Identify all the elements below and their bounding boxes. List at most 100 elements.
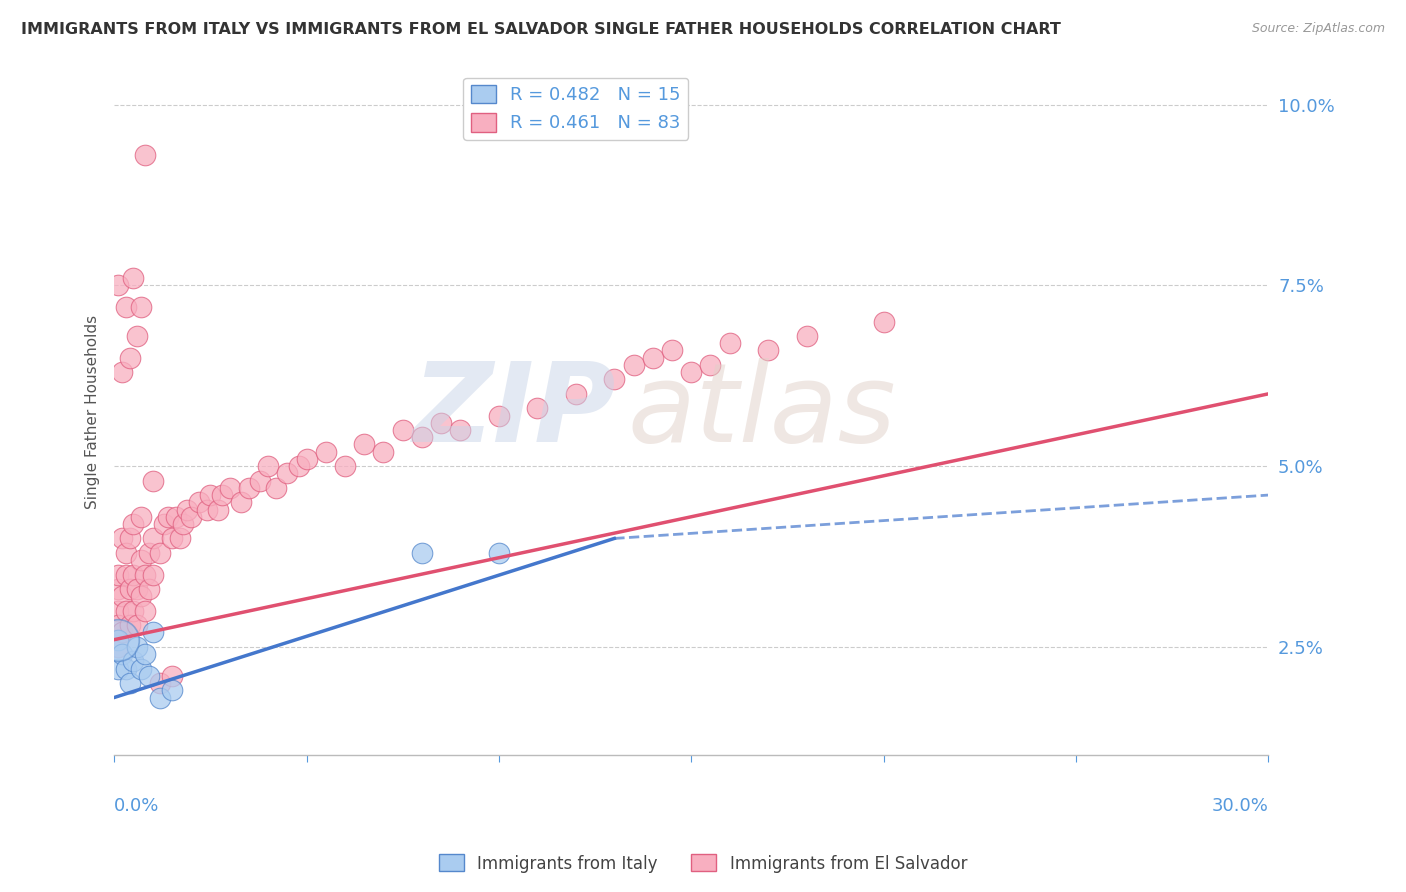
Point [114,567,136,582]
Point [127,582,149,596]
Point [118,351,141,365]
Point [149,676,172,690]
Point [138,546,160,560]
Point [114,300,136,314]
Point [114,662,136,676]
Point [114,546,136,560]
Point [111,625,134,640]
Point [257,459,280,474]
Point [107,640,129,654]
Point [149,690,172,705]
Point [122,604,145,618]
Point [111,647,134,661]
Point [288,459,311,474]
Point [127,640,149,654]
Y-axis label: Single Father Households: Single Father Households [86,315,100,509]
Point [138,669,160,683]
Point [623,358,645,372]
Point [488,409,510,423]
Point [118,582,141,596]
Point [114,604,136,618]
Point [411,546,433,560]
Text: Source: ZipAtlas.com: Source: ZipAtlas.com [1251,22,1385,36]
Point [391,423,413,437]
Point [333,459,356,474]
Point [249,474,271,488]
Text: 0.0%: 0.0% [114,797,159,814]
Point [111,589,134,603]
Legend: Immigrants from Italy, Immigrants from El Salvador: Immigrants from Italy, Immigrants from E… [432,847,974,880]
Point [699,358,721,372]
Point [129,553,152,567]
Point [187,495,209,509]
Point [661,343,683,358]
Point [526,401,548,416]
Point [276,467,298,481]
Point [118,676,141,690]
Point [796,329,818,343]
Point [160,683,183,698]
Point [142,532,165,546]
Point [160,532,183,546]
Point [872,314,894,328]
Point [488,546,510,560]
Point [122,654,145,668]
Point [107,632,129,647]
Point [157,509,180,524]
Point [195,502,218,516]
Legend: R = 0.482   N = 15, R = 0.461   N = 83: R = 0.482 N = 15, R = 0.461 N = 83 [464,78,688,140]
Point [107,582,129,596]
Point [295,451,318,466]
Point [127,618,149,632]
Point [138,582,160,596]
Point [565,387,588,401]
Point [129,300,152,314]
Point [165,509,187,524]
Point [411,430,433,444]
Point [176,502,198,516]
Point [122,516,145,531]
Point [111,365,134,379]
Point [264,481,287,495]
Point [134,148,156,162]
Point [430,416,453,430]
Point [153,516,176,531]
Point [127,329,149,343]
Point [169,532,191,546]
Text: ZIP: ZIP [413,359,616,466]
Point [681,365,703,379]
Point [134,647,156,661]
Point [129,662,152,676]
Point [142,567,165,582]
Point [603,372,626,386]
Point [238,481,260,495]
Point [200,488,222,502]
Point [641,351,664,365]
Point [118,618,141,632]
Point [129,589,152,603]
Point [142,625,165,640]
Point [718,336,741,351]
Point [122,567,145,582]
Point [756,343,779,358]
Point [107,278,129,293]
Text: 30.0%: 30.0% [1212,797,1268,814]
Point [373,444,395,458]
Point [142,474,165,488]
Text: atlas: atlas [627,359,897,466]
Point [449,423,471,437]
Point [107,618,129,632]
Point [231,495,253,509]
Point [180,509,202,524]
Point [107,604,129,618]
Point [149,546,172,560]
Point [122,271,145,285]
Point [111,532,134,546]
Point [172,516,194,531]
Point [315,444,337,458]
Point [207,502,229,516]
Point [211,488,233,502]
Point [107,662,129,676]
Point [134,604,156,618]
Point [218,481,240,495]
